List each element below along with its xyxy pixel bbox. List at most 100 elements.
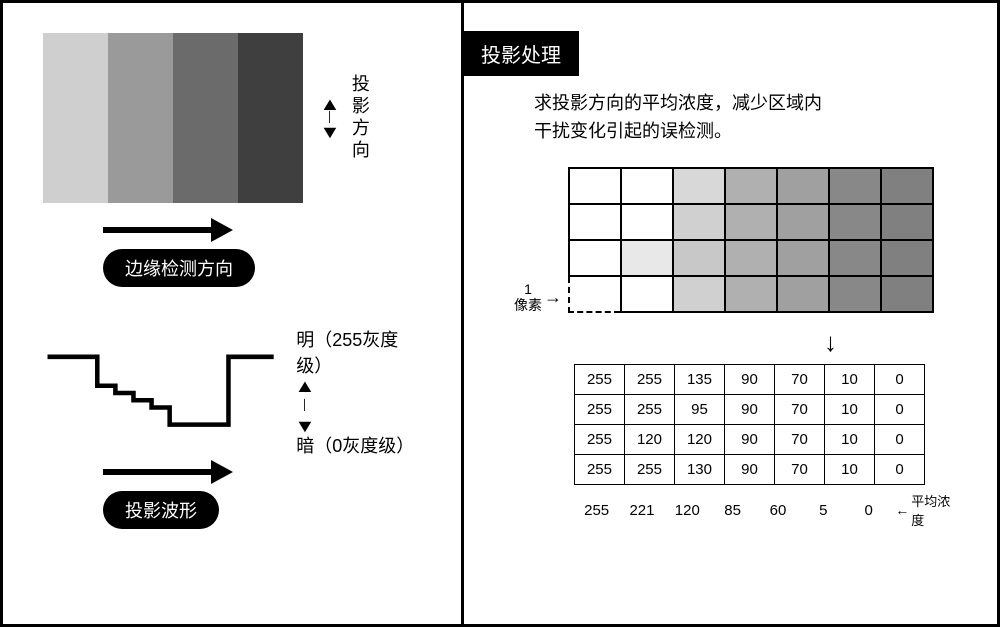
value-cell: 255: [574, 455, 624, 485]
one-pixel-label: 1 像素 →: [514, 281, 562, 313]
pixel-label-1: 1: [514, 281, 542, 297]
dark-label-row: 暗（0灰度级）: [296, 433, 421, 459]
avg-value: 221: [619, 502, 664, 519]
avg-value: 255: [574, 502, 619, 519]
value-cell: 255: [624, 455, 674, 485]
pixel-cell: [673, 240, 725, 276]
pixel-grid-area: 1 像素 →: [514, 167, 957, 313]
avg-label-text: 平均浓度: [911, 491, 957, 529]
pixel-cell: [829, 240, 881, 276]
value-cell: 10: [824, 455, 874, 485]
pixel-cell: [777, 204, 829, 240]
right-small-arrow-icon: →: [544, 289, 562, 305]
gradient-row: ▲ │ ▼ 投影方向: [43, 33, 421, 203]
brightness-labels: 明（255灰度级） ▲ │ ▼ 暗（0灰度级）: [296, 327, 421, 459]
pixel-cell: [621, 204, 673, 240]
proj-direction-label: ▲ │ ▼ 投影方向: [321, 74, 373, 162]
gradient-bar: [173, 33, 238, 203]
value-cell: 10: [824, 395, 874, 425]
right-arrow-icon: [103, 217, 243, 243]
pixel-cell: [621, 168, 673, 204]
value-cell: 70: [774, 365, 824, 395]
value-grid-table: 2552551359070100255255959070100255120120…: [574, 364, 925, 485]
pixel-cell: [725, 204, 777, 240]
pixel-cell: [569, 276, 621, 312]
desc-line-1: 求投影方向的平均浓度，减少区域内: [534, 89, 957, 117]
value-cell: 0: [874, 425, 924, 455]
light-label-row: 明（255灰度级）: [296, 327, 421, 379]
value-cell: 255: [574, 395, 624, 425]
pixel-cell: [777, 168, 829, 204]
pixel-cell: [881, 168, 933, 204]
gradient-bars: [43, 33, 303, 203]
left-panel: ▲ │ ▼ 投影方向 边缘检测方向 明（255灰度级）: [3, 3, 461, 624]
edge-direction-pill: 边缘检测方向: [103, 249, 255, 287]
desc-line-2: 干扰变化引起的误检测。: [534, 117, 957, 145]
avg-value: 5: [801, 502, 846, 519]
waveform-icon: [43, 333, 278, 453]
pixel-cell: [829, 168, 881, 204]
avg-value: 85: [710, 502, 755, 519]
gradient-bar: [238, 33, 303, 203]
value-cell: 120: [674, 425, 724, 455]
value-cell: 0: [874, 395, 924, 425]
updown-arrow-icon: ▲ │ ▼: [296, 379, 314, 433]
value-cell: 0: [874, 365, 924, 395]
description-text: 求投影方向的平均浓度，减少区域内 干扰变化引起的误检测。: [534, 89, 957, 145]
pixel-grid-table: [568, 167, 934, 313]
value-cell: 70: [774, 395, 824, 425]
dark-label: 暗（0灰度级）: [296, 433, 414, 459]
proj-waveform-block: 投影波形: [103, 459, 421, 529]
pixel-cell: [569, 204, 621, 240]
light-label: 明（255灰度级）: [296, 327, 421, 379]
left-small-arrow-icon: ←: [895, 502, 909, 518]
right-arrow-icon: [103, 459, 243, 485]
section-title: 投影处理: [463, 31, 579, 76]
pixel-cell: [725, 276, 777, 312]
avg-value: 120: [665, 502, 710, 519]
pixel-cell: [569, 168, 621, 204]
pixel-cell: [673, 276, 725, 312]
pixel-cell: [777, 240, 829, 276]
value-cell: 0: [874, 455, 924, 485]
value-cell: 90: [724, 395, 774, 425]
value-cell: 255: [574, 425, 624, 455]
waveform-area: 明（255灰度级） ▲ │ ▼ 暗（0灰度级）: [43, 327, 421, 459]
proj-dir-text: 投影方向: [347, 74, 373, 162]
pixel-cell: [777, 276, 829, 312]
value-cell: 130: [674, 455, 724, 485]
avg-value: 60: [755, 502, 800, 519]
gradient-bar: [43, 33, 108, 203]
value-cell: 120: [624, 425, 674, 455]
value-cell: 90: [724, 455, 774, 485]
value-cell: 95: [674, 395, 724, 425]
value-cell: 255: [624, 395, 674, 425]
pixel-cell: [673, 168, 725, 204]
value-cell: 135: [674, 365, 724, 395]
pixel-cell: [829, 204, 881, 240]
gradient-bar: [108, 33, 173, 203]
down-arrow-icon: ↓: [704, 327, 957, 358]
pixel-cell: [673, 204, 725, 240]
pixel-cell: [569, 240, 621, 276]
value-cell: 90: [724, 425, 774, 455]
value-cell: 70: [774, 425, 824, 455]
pixel-cell: [725, 168, 777, 204]
pixel-cell: [881, 240, 933, 276]
value-cell: 10: [824, 365, 874, 395]
pixel-label-2: 像素: [514, 297, 542, 313]
pixel-cell: [829, 276, 881, 312]
updown-arrow-icon: ▲ │ ▼: [321, 97, 339, 139]
edge-direction-block: 边缘检测方向: [103, 217, 421, 287]
pixel-cell: [621, 276, 673, 312]
value-cell: 70: [774, 455, 824, 485]
pixel-cell: [725, 240, 777, 276]
right-panel: 投影处理 求投影方向的平均浓度，减少区域内 干扰变化引起的误检测。 1 像素 →…: [464, 3, 997, 624]
value-cell: 90: [724, 365, 774, 395]
figure-frame: ▲ │ ▼ 投影方向 边缘检测方向 明（255灰度级）: [0, 0, 1000, 627]
proj-waveform-pill: 投影波形: [103, 491, 219, 529]
value-cell: 10: [824, 425, 874, 455]
avg-label: ←平均浓度: [895, 491, 957, 529]
avg-value: 0: [846, 502, 891, 519]
value-cell: 255: [624, 365, 674, 395]
